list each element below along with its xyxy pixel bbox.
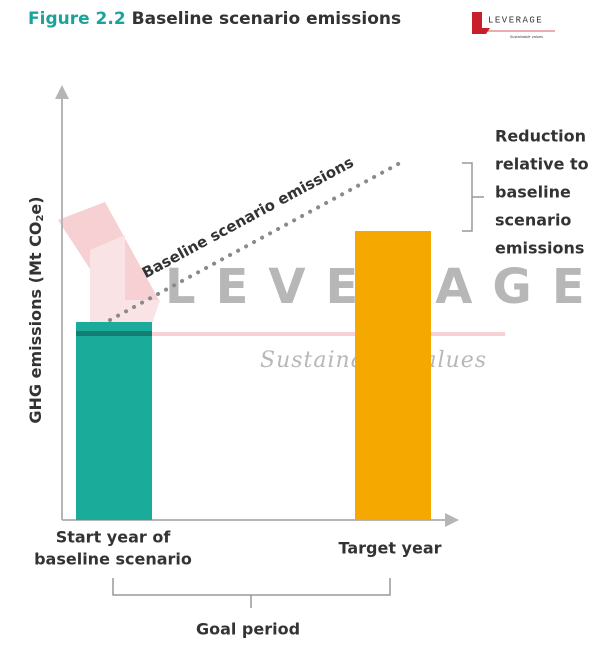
reduction-bracket: [462, 162, 484, 232]
logo-mark: [472, 12, 490, 34]
figure-number: Figure 2.2: [28, 9, 126, 29]
header: Figure 2.2 Baseline scenario emissions: [28, 9, 401, 29]
reduction-label-line: Reduction: [495, 127, 586, 146]
y-axis-label-part: GHG emissions (Mt CO: [26, 222, 45, 424]
category-labels: Start year of baseline scenario Target yea…: [34, 528, 442, 569]
category-label: Target year: [338, 539, 441, 558]
logo-name: LEVERAGE: [488, 15, 543, 25]
category-label: Start year of: [56, 528, 172, 547]
start-bar: [76, 322, 152, 520]
watermark-shape: [58, 202, 160, 318]
target-bar: [355, 231, 431, 520]
y-axis-label: GHG emissions (Mt CO2e): [26, 196, 47, 423]
category-label: baseline scenario: [34, 550, 192, 569]
reduction-label-line: baseline: [495, 183, 571, 202]
period-bracket: [112, 578, 391, 608]
y-axis-label-part: e): [26, 196, 45, 214]
y-axis-label-subscript: 2: [35, 215, 46, 222]
reduction-label-line: emissions: [495, 239, 584, 258]
reduction-label-line: relative to: [495, 155, 589, 174]
logo-tagline: Sustainable values: [510, 35, 543, 39]
reduction-label-line: scenario: [495, 211, 571, 230]
reduction-label: Reduction relative to baseline scenario emis…: [495, 127, 589, 258]
logo: LEVERAGE Sustainable values: [472, 12, 555, 39]
period-label: Goal period: [196, 620, 300, 639]
start-bar-band: [76, 331, 152, 336]
title: Baseline scenario emissions: [132, 9, 401, 29]
baseline-line: [108, 161, 402, 322]
watermark-shape: [90, 235, 160, 330]
